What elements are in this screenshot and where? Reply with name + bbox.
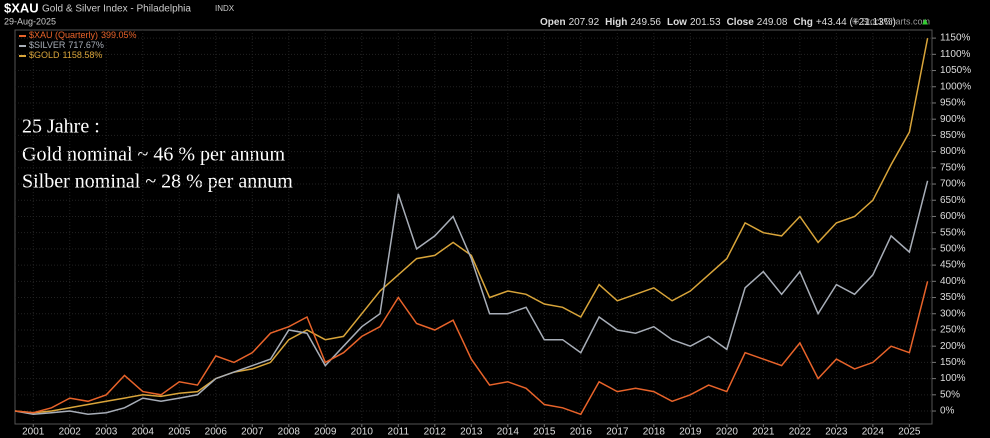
- y-tick-label: 650%: [940, 195, 966, 206]
- x-tick-label: 2019: [679, 427, 702, 438]
- y-tick-label: 200%: [940, 341, 966, 352]
- legend-name: $GOLD: [29, 50, 60, 60]
- x-tick-label: 2017: [606, 427, 629, 438]
- chart-title: Gold & Silver Index - Philadelphia: [42, 4, 191, 15]
- y-tick-label: 850%: [940, 130, 966, 141]
- x-tick-label: 2013: [460, 427, 483, 438]
- y-tick-label: 1100%: [940, 49, 971, 60]
- y-tick-label: 1000%: [940, 81, 971, 92]
- x-tick-label: 2012: [424, 427, 447, 438]
- y-tick-label: 1050%: [940, 65, 971, 76]
- x-tick-label: 2020: [716, 427, 739, 438]
- x-tick-label: 2016: [570, 427, 593, 438]
- x-tick-label: 2003: [95, 427, 118, 438]
- quote-arrow: ▲: [920, 17, 930, 28]
- x-tick-label: 2002: [59, 427, 82, 438]
- legend-entry: $SILVER 717.67%: [29, 40, 104, 50]
- legend-name: $XAU (Quarterly): [29, 30, 98, 40]
- x-tick-label: 2001: [22, 427, 45, 438]
- legend-entry: $XAU (Quarterly) 399.05%: [29, 30, 137, 40]
- quote-label: Low: [667, 17, 687, 28]
- x-tick-label: 2025: [898, 427, 921, 438]
- x-tick-label: 2009: [314, 427, 337, 438]
- y-tick-label: 300%: [940, 308, 966, 319]
- quote-value: 249.56: [630, 17, 661, 28]
- annotation: Silber nominal ~ 28 % per annum: [22, 171, 293, 193]
- x-tick-label: 2011: [388, 427, 410, 438]
- y-tick-label: 450%: [940, 260, 966, 271]
- y-tick-label: 150%: [940, 357, 966, 368]
- legend-name: $SILVER: [29, 40, 66, 50]
- x-tick-label: 2022: [789, 427, 812, 438]
- symbol: $XAU: [4, 0, 39, 15]
- y-tick-label: 100%: [940, 373, 966, 384]
- y-tick-label: 950%: [940, 98, 966, 109]
- y-tick-label: 550%: [940, 227, 966, 238]
- x-tick-label: 2005: [168, 427, 191, 438]
- x-tick-label: 2021: [752, 427, 775, 438]
- x-tick-label: 2018: [643, 427, 666, 438]
- quote-value: 207.92: [569, 17, 600, 28]
- y-tick-label: 400%: [940, 276, 966, 287]
- quote-value: 201.53: [690, 17, 721, 28]
- y-tick-label: 700%: [940, 179, 966, 190]
- y-tick-label: 500%: [940, 244, 966, 255]
- x-tick-label: 2014: [497, 427, 520, 438]
- x-tick-label: 2024: [862, 427, 885, 438]
- quote-label: Close: [727, 17, 755, 28]
- quote-value: +43.44 (+21.13%): [816, 17, 896, 28]
- legend-value: 717.67%: [68, 40, 104, 50]
- quote-value: 249.08: [757, 17, 788, 28]
- annotation: Gold nominal ~ 46 % per annum: [22, 144, 285, 166]
- quote: Open 207.92 High 249.56 Low 201.53 Close 249.08…: [540, 17, 896, 28]
- x-tick-label: 2007: [241, 427, 264, 438]
- plot-frame: [14, 29, 933, 425]
- y-tick-label: 750%: [940, 162, 966, 173]
- y-tick-label: 350%: [940, 292, 966, 303]
- x-tick-label: 2010: [351, 427, 374, 438]
- y-tick-label: 900%: [940, 114, 966, 125]
- quote-label: Open: [540, 17, 566, 28]
- series-line: [14, 281, 929, 416]
- y-tick-label: 800%: [940, 146, 966, 157]
- y-tick-label: 600%: [940, 211, 966, 222]
- y-tick-label: 0%: [940, 406, 955, 417]
- series-line: [14, 37, 929, 414]
- annotation: 25 Jahre :: [22, 116, 100, 138]
- x-tick-label: 2015: [533, 427, 556, 438]
- exchange: INDX: [215, 4, 235, 13]
- series-line: [14, 180, 929, 416]
- legend-value: 1158.58%: [63, 50, 103, 60]
- credit: © StockCharts.com: [852, 16, 930, 26]
- x-tick-label: 2008: [278, 427, 301, 438]
- x-tick-label: 2004: [132, 427, 155, 438]
- x-tick-label: 2023: [825, 427, 848, 438]
- quote-label: High: [605, 17, 627, 28]
- x-tick-label: 2006: [205, 427, 228, 438]
- y-tick-label: 1150%: [940, 33, 971, 44]
- y-tick-label: 250%: [940, 325, 966, 336]
- y-tick-label: 50%: [940, 389, 960, 400]
- date: 29-Aug-2025: [4, 16, 56, 26]
- quote-label: Chg: [793, 17, 812, 28]
- legend-entry: $GOLD 1158.58%: [29, 50, 102, 60]
- legend-value: 399.05%: [101, 30, 137, 40]
